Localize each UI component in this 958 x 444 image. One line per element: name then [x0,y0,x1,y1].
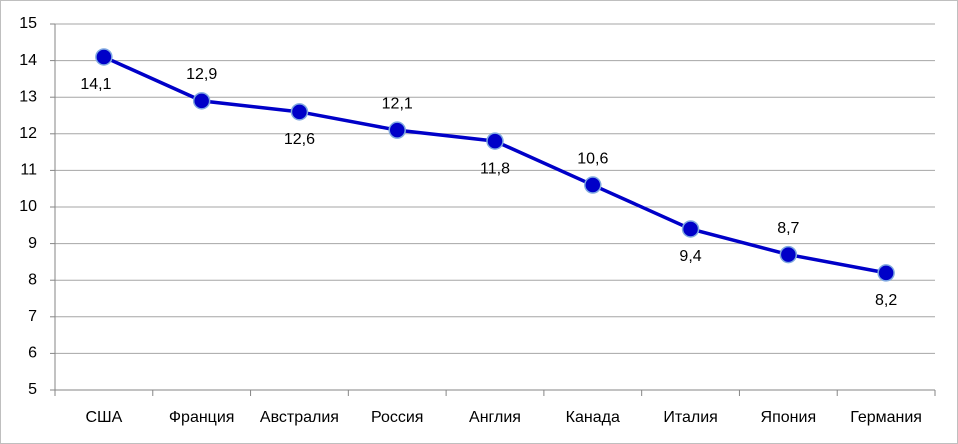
y-tick-label: 5 [28,381,37,398]
data-label: 8,7 [777,220,799,237]
data-point [584,176,602,194]
x-tick-label: Япония [761,409,817,426]
y-tick-label: 7 [28,308,37,325]
y-tick-label: 6 [28,345,37,362]
data-label: 12,9 [186,66,217,83]
data-label: 12,6 [284,131,315,148]
data-point [779,245,798,264]
data-point [388,121,406,139]
x-tick-label: Австралия [260,409,339,426]
x-tick-label: Канада [566,409,620,426]
data-label: 14,1 [80,76,111,93]
y-tick-label: 8 [28,271,37,288]
data-label: 12,1 [382,95,413,112]
data-label: 9,4 [679,248,701,265]
y-tick-label: 11 [20,162,37,179]
data-point [681,220,700,238]
x-tick-label: Англия [469,409,521,426]
y-tick-label: 15 [19,15,37,32]
x-tick-label: Россия [371,409,423,426]
y-tick-label: 14 [19,52,37,69]
data-point [877,264,895,282]
x-tick-label: Германия [850,409,922,426]
data-point [290,103,309,121]
y-tick-label: 12 [19,125,37,142]
data-point [486,132,504,150]
x-tick-label: Франция [169,409,235,426]
y-tick-label: 13 [19,88,37,105]
x-tick-label: США [85,409,122,426]
data-label: 11,8 [480,160,510,177]
data-point [95,48,113,66]
y-tick-label: 9 [28,235,37,252]
x-tick-label: Италия [663,409,717,426]
data-label: 10,6 [577,150,608,167]
data-point [192,92,211,110]
data-label: 8,2 [875,292,897,309]
y-tick-label: 10 [19,198,37,215]
